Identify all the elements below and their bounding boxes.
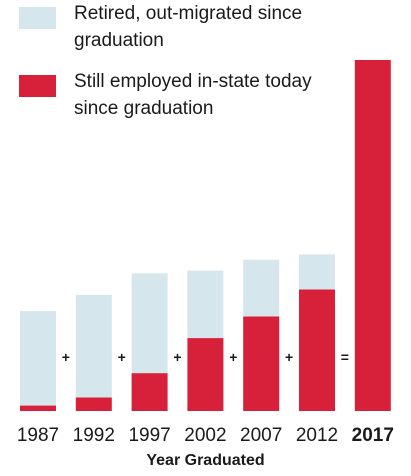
x-tick-label-2007: 2007 bbox=[240, 425, 282, 446]
legend-swatch-employed bbox=[19, 75, 56, 97]
operator-2: + bbox=[118, 349, 126, 365]
x-tick-label-2017: 2017 bbox=[352, 425, 394, 446]
bar-employed-2007 bbox=[243, 316, 280, 411]
legend-label-employed: Still employed in-state today since grad… bbox=[74, 71, 312, 119]
legend-swatch-retired bbox=[19, 7, 56, 29]
operator-5: + bbox=[285, 349, 293, 365]
bar-employed-1992 bbox=[75, 397, 112, 411]
x-tick-label-1997: 1997 bbox=[128, 425, 170, 446]
x-tick-label-2012: 2012 bbox=[296, 425, 338, 446]
bar-employed-1987 bbox=[20, 405, 56, 411]
x-tick-label-1987: 1987 bbox=[17, 425, 59, 446]
bar-employed-1997 bbox=[131, 373, 168, 411]
operator-1: + bbox=[62, 349, 70, 365]
bar-retired-1987 bbox=[20, 311, 56, 406]
operator-6: = bbox=[341, 349, 349, 365]
bar-retired-1992 bbox=[75, 294, 112, 398]
bar-retired-2002 bbox=[187, 270, 224, 339]
bar-retired-2007 bbox=[243, 259, 280, 317]
operator-4: + bbox=[229, 349, 237, 365]
operator-3: + bbox=[173, 349, 181, 365]
legend-label-retired: Retired, out-migrated since graduation bbox=[74, 3, 303, 51]
bar-employed-2012 bbox=[299, 289, 335, 411]
bar-retired-2012 bbox=[299, 254, 335, 290]
x-tick-label-1992: 1992 bbox=[73, 425, 115, 446]
x-axis-label: Year Graduated bbox=[146, 452, 265, 469]
bar-retired-1997 bbox=[131, 273, 168, 374]
x-tick-label-2002: 2002 bbox=[184, 425, 226, 446]
bar-employed-2017 bbox=[354, 60, 391, 411]
bar-employed-2002 bbox=[187, 338, 224, 411]
